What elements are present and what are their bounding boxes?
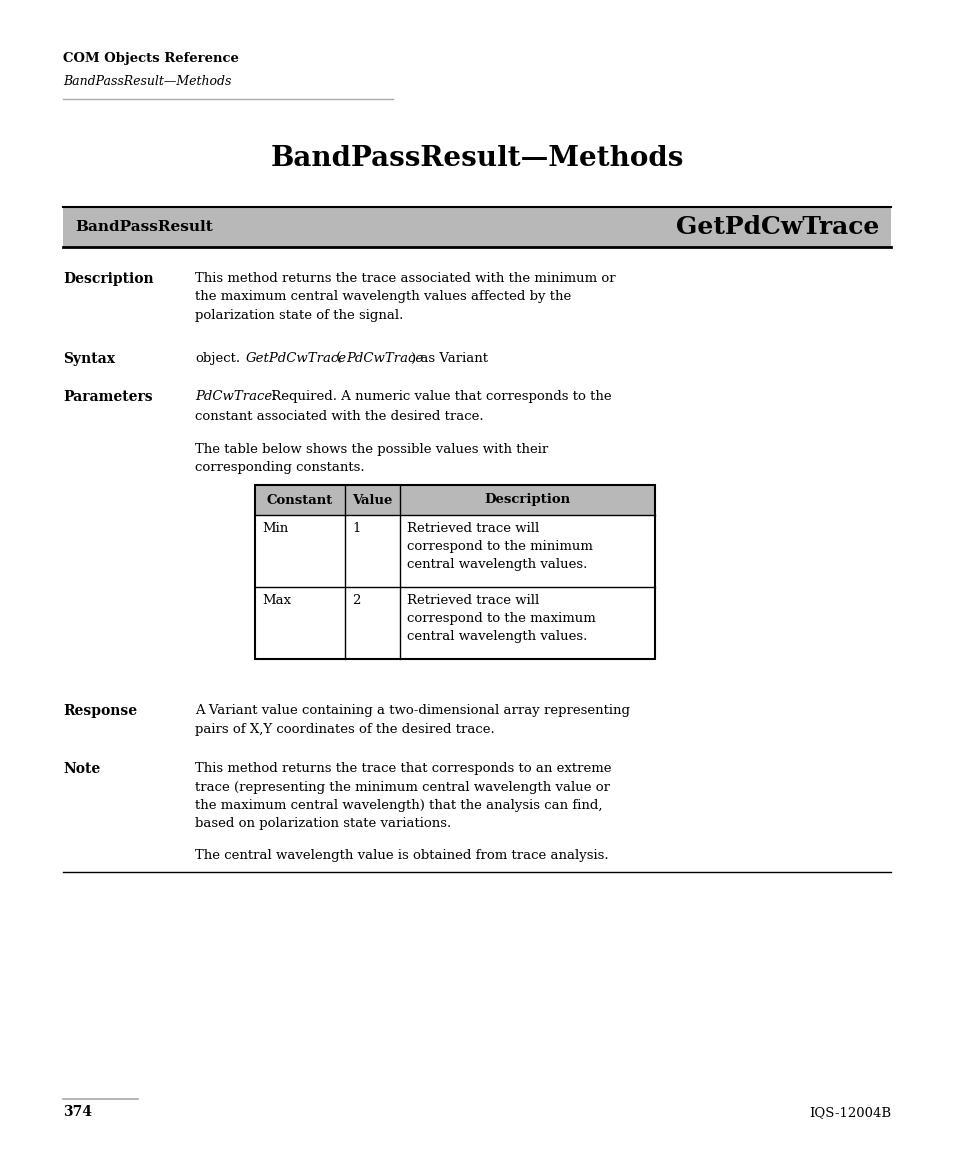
Text: PdCwTrace:: PdCwTrace: (194, 389, 276, 403)
Text: Required. A numeric value that corresponds to the: Required. A numeric value that correspon… (267, 389, 611, 403)
Text: Constant: Constant (267, 494, 333, 506)
Text: 374: 374 (63, 1105, 91, 1118)
Text: 2: 2 (352, 595, 360, 607)
Bar (254, 484, 655, 659)
Text: BandPassResult—Methods: BandPassResult—Methods (270, 145, 683, 172)
Text: IQS-12004B: IQS-12004B (808, 1106, 890, 1118)
Bar (254, 484, 655, 515)
Text: Note: Note (63, 761, 100, 777)
Text: Description: Description (63, 272, 153, 286)
Text: object.: object. (194, 352, 240, 365)
Text: The table below shows the possible values with their
corresponding constants.: The table below shows the possible value… (194, 443, 548, 474)
Text: Description: Description (484, 494, 570, 506)
Text: Response: Response (63, 704, 137, 717)
Bar (63, 207, 890, 247)
Text: BandPassResult—Methods: BandPassResult—Methods (63, 75, 232, 88)
Text: Max: Max (262, 595, 291, 607)
Text: This method returns the trace associated with the minimum or
the maximum central: This method returns the trace associated… (194, 272, 615, 322)
Text: This method returns the trace that corresponds to an extreme
trace (representing: This method returns the trace that corre… (194, 761, 611, 831)
Text: Retrieved trace will
correspond to the maximum
central wavelength values.: Retrieved trace will correspond to the m… (407, 595, 595, 643)
Text: Value: Value (352, 494, 393, 506)
Text: The central wavelength value is obtained from trace analysis.: The central wavelength value is obtained… (194, 850, 608, 862)
Text: 1: 1 (352, 522, 360, 535)
Text: A Variant value containing a two-dimensional array representing
pairs of X,Y coo: A Variant value containing a two-dimensi… (194, 704, 629, 736)
Text: BandPassResult: BandPassResult (75, 220, 213, 234)
Text: PdCwTrace: PdCwTrace (346, 352, 423, 365)
Text: Syntax: Syntax (63, 352, 115, 366)
Text: Parameters: Parameters (63, 389, 152, 404)
Text: (: ( (332, 352, 341, 365)
Text: ) as Variant: ) as Variant (411, 352, 488, 365)
Text: GetPdCwTrace: GetPdCwTrace (675, 216, 878, 239)
Text: Retrieved trace will
correspond to the minimum
central wavelength values.: Retrieved trace will correspond to the m… (407, 522, 592, 571)
Text: GetPdCwTrace: GetPdCwTrace (245, 352, 346, 365)
Text: Min: Min (262, 522, 288, 535)
Text: COM Objects Reference: COM Objects Reference (63, 52, 238, 65)
Text: constant associated with the desired trace.: constant associated with the desired tra… (194, 410, 483, 423)
